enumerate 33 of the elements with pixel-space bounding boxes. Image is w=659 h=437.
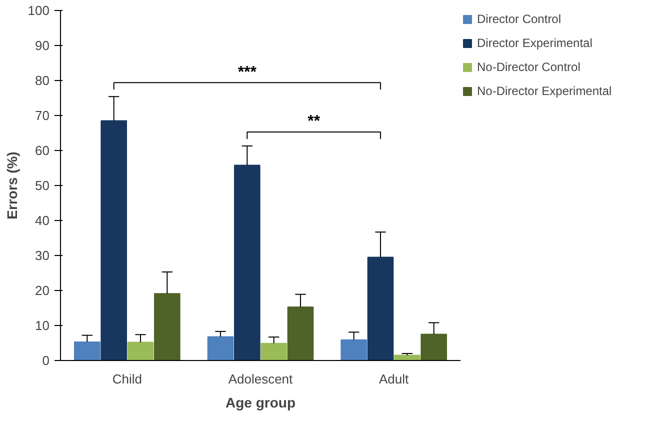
bar — [287, 306, 314, 360]
y-tick-label: 60 — [35, 143, 50, 158]
annotation: ** — [308, 113, 321, 130]
bar — [234, 164, 260, 360]
y-tick-label: 90 — [35, 38, 50, 53]
annotation: *** — [238, 64, 258, 81]
y-axis-title: Errors (%) — [4, 152, 20, 220]
legend-label: Director Experimental — [477, 36, 592, 50]
y-tick-label: 30 — [35, 248, 50, 263]
y-tick-label: 10 — [35, 318, 50, 333]
bar — [367, 256, 394, 360]
y-tick-label: 80 — [35, 73, 50, 88]
bar — [207, 336, 234, 360]
y-tick-label: 70 — [35, 108, 50, 123]
y-tick-label: 50 — [35, 178, 50, 193]
legend-label: No-Director Experimental — [477, 84, 612, 98]
bar — [260, 342, 287, 360]
y-tick-label: 20 — [35, 283, 50, 298]
bar — [127, 342, 154, 360]
legend-label: Director Control — [477, 12, 562, 26]
x-axis-title: Age group — [226, 394, 296, 410]
bar — [100, 120, 127, 360]
x-tick-label: Adult — [379, 372, 410, 386]
y-tick-label: 100 — [28, 3, 50, 18]
bar — [420, 334, 447, 360]
x-tick-label: Adolescent — [228, 372, 294, 386]
bar — [74, 341, 100, 360]
x-tick-label: Child — [112, 372, 142, 386]
y-tick-label: 0 — [42, 353, 50, 368]
y-tick-label: 40 — [35, 213, 50, 228]
legend-label: No-Director Control — [477, 60, 580, 74]
bar — [340, 339, 367, 360]
bar — [154, 293, 180, 360]
